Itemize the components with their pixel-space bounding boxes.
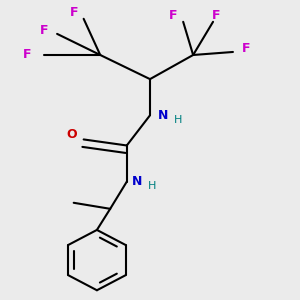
Text: F: F: [69, 6, 78, 19]
Text: F: F: [23, 49, 32, 62]
Text: N: N: [158, 109, 169, 122]
Text: F: F: [242, 43, 250, 56]
Text: N: N: [132, 175, 142, 188]
Text: H: H: [148, 181, 156, 191]
Text: F: F: [212, 9, 220, 22]
Text: O: O: [67, 128, 77, 141]
Text: F: F: [40, 24, 48, 38]
Text: F: F: [169, 9, 178, 22]
Text: H: H: [174, 115, 182, 125]
